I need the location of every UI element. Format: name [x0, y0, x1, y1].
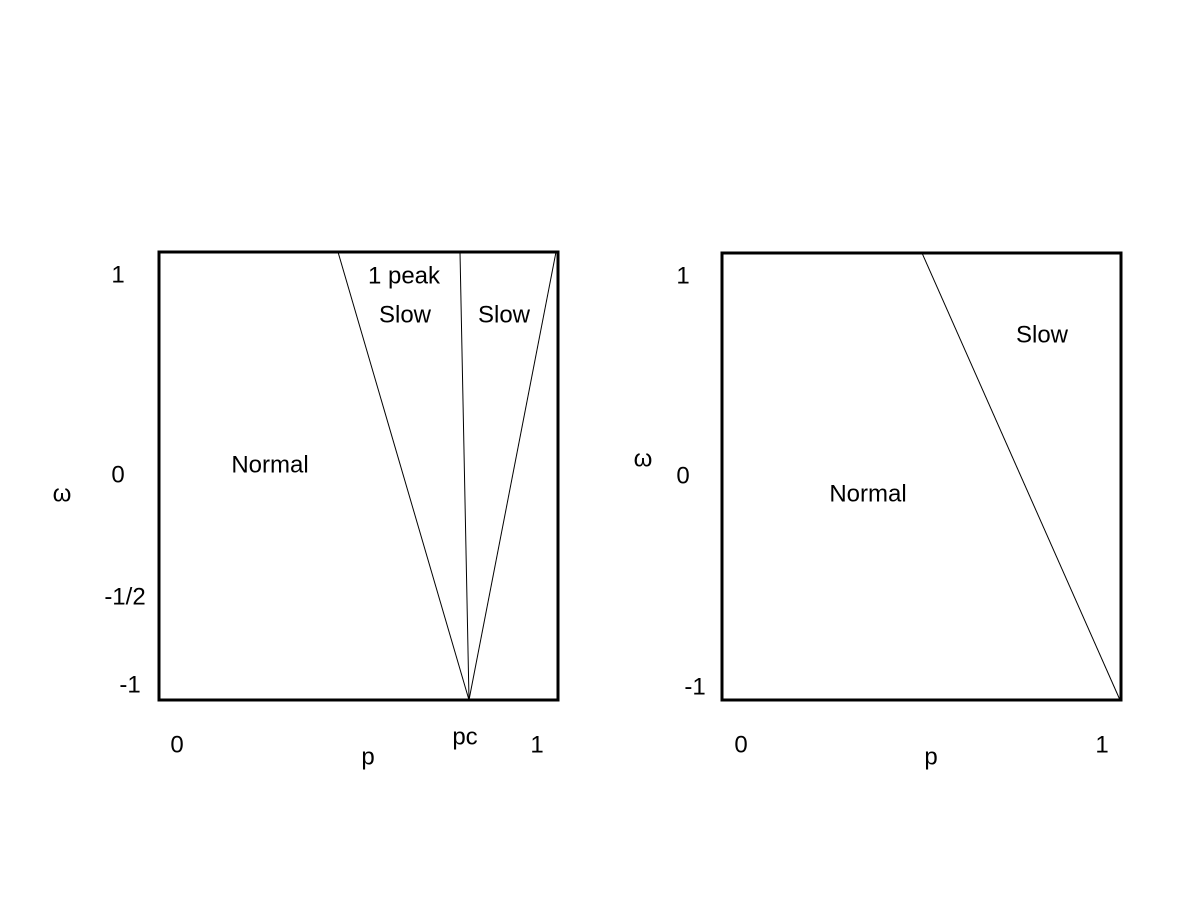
x-tick-label: 0 [734, 731, 747, 758]
y-tick-label: 1 [111, 261, 124, 288]
boundary-line [459, 251, 470, 701]
y-tick-label: 0 [111, 461, 124, 488]
region-label: 1 peak [368, 262, 441, 289]
region-label: Slow [1016, 321, 1069, 348]
x-axis-label: p [361, 743, 374, 770]
y-tick-label: 0 [676, 462, 689, 489]
x-tick-label: 0 [170, 731, 183, 758]
x-tick-label: pc [452, 723, 477, 750]
left-panel: 1 0 -1/2 -1 ω 0 pc 1 p Normal 1 peak Slo… [53, 250, 560, 770]
frame [157, 250, 560, 702]
y-tick-label: -1/2 [104, 583, 145, 610]
x-axis-label: p [924, 743, 937, 770]
boundary-line [337, 251, 470, 701]
frame [720, 251, 1123, 702]
boundary-line [921, 252, 1121, 701]
region-label: Normal [231, 451, 308, 478]
y-tick-label: 1 [676, 262, 689, 289]
y-tick-label: -1 [684, 673, 705, 700]
y-axis-label: ω [53, 480, 72, 507]
boundary-line [468, 251, 557, 701]
y-axis-label: ω [634, 445, 653, 472]
y-tick-label: -1 [119, 671, 140, 698]
x-tick-label: 1 [530, 731, 543, 758]
right-panel: 1 0 -1 ω 0 1 p Normal Slow [634, 251, 1123, 770]
x-tick-label: 1 [1095, 731, 1108, 758]
region-label: Normal [829, 480, 906, 507]
region-label: Slow [379, 301, 432, 328]
region-label: Slow [478, 301, 531, 328]
